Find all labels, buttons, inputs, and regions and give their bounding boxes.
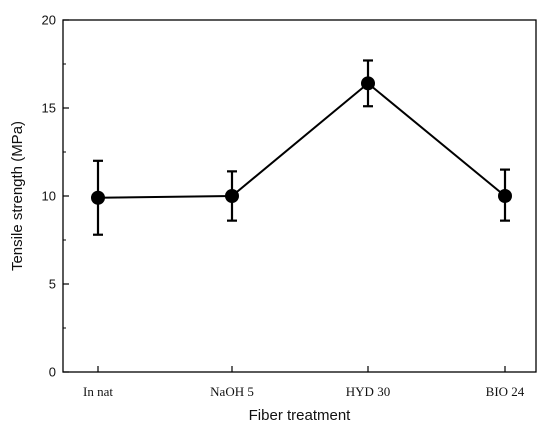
data-point	[91, 190, 105, 205]
y-tick-label: 15	[42, 101, 56, 116]
y-tick-label: 0	[49, 365, 56, 380]
data-series	[91, 59, 512, 236]
y-tick-label: 5	[49, 277, 56, 292]
plot-frame	[62, 19, 537, 373]
x-axis: In nat NaOH 5 HYD 30 BIO 24	[83, 366, 525, 399]
x-tick-label: HYD 30	[346, 384, 390, 399]
series-line	[97, 82, 506, 199]
x-tick-label: NaOH 5	[210, 384, 254, 399]
data-point	[361, 76, 375, 91]
y-axis: 0 5 10 15 20	[42, 13, 69, 380]
data-point	[225, 189, 239, 203]
x-tick-label: BIO 24	[486, 384, 525, 399]
y-tick-label: 20	[42, 13, 56, 28]
y-tick-label: 10	[42, 189, 56, 204]
y-axis-title: Tensile strength (MPa)	[9, 121, 26, 271]
data-point	[498, 189, 512, 203]
x-axis-title: Fiber treatment	[249, 407, 352, 424]
x-tick-label: In nat	[83, 384, 113, 399]
